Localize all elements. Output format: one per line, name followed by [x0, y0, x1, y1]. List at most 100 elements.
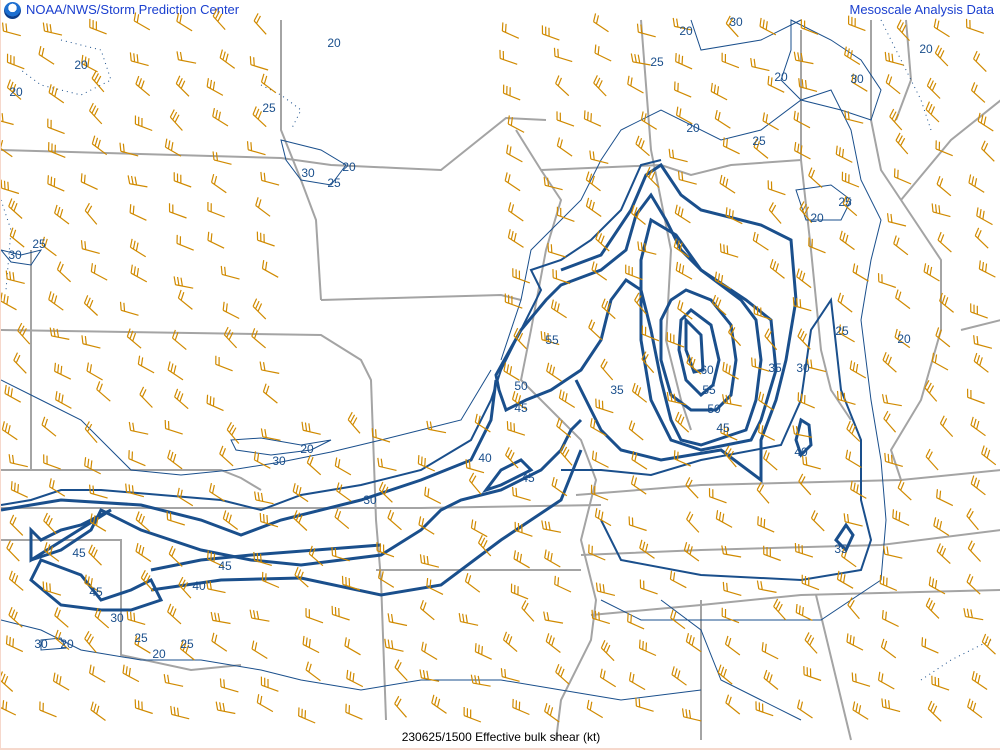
wind-barb-icon	[1, 137, 13, 158]
wind-barb-icon	[798, 78, 818, 92]
wind-barb-icon	[512, 698, 530, 716]
contour-label: 55	[545, 333, 559, 347]
wind-barb-icon	[38, 46, 55, 65]
wind-barb-icon	[41, 416, 57, 437]
wind-barb-icon	[206, 550, 225, 568]
wind-barb-icon	[924, 380, 938, 402]
wind-barb-icon	[543, 611, 564, 624]
wind-barb-icon	[10, 481, 28, 498]
wind-barb-icon	[84, 457, 101, 475]
wind-barb-icon	[125, 483, 145, 498]
wind-barb-icon	[1, 421, 18, 441]
wind-barb-icon	[933, 517, 950, 537]
wind-barb-icon	[13, 352, 27, 374]
wind-barb-icon	[426, 577, 444, 595]
wind-barb-icon	[725, 207, 743, 225]
wind-barb-icon	[211, 632, 228, 652]
wind-barb-icon	[762, 112, 779, 131]
wind-barb-icon	[897, 479, 912, 501]
wind-barb-icon	[628, 516, 647, 532]
wind-barb-icon	[810, 510, 825, 532]
wind-barb-icon	[334, 457, 352, 476]
wind-barb-icon	[521, 600, 535, 622]
wind-barb-icon	[88, 544, 102, 566]
wind-barb-icon	[674, 81, 692, 98]
wind-barb-icon	[799, 201, 813, 223]
wind-barb-icon	[164, 138, 182, 157]
wind-barb-icon	[556, 111, 575, 127]
wind-barb-icon	[800, 19, 819, 35]
contour-label: 20	[810, 211, 824, 225]
wind-barb-icon	[600, 639, 615, 662]
wind-barb-icon	[378, 481, 393, 503]
wind-barb-icon	[512, 268, 531, 284]
wind-barb-icon	[47, 175, 65, 192]
contour-label: 55	[702, 383, 716, 397]
wind-barb-icon	[8, 454, 28, 468]
wind-barb-icon	[639, 579, 658, 595]
wind-barb-icon	[720, 424, 738, 441]
wind-barb-icon	[261, 571, 280, 589]
wind-barb-icon	[719, 174, 736, 194]
wind-barb-icon	[923, 263, 940, 282]
wind-barb-icon	[331, 605, 350, 621]
wind-barb-icon	[552, 269, 571, 285]
wind-barb-icon	[927, 700, 942, 722]
wind-barb-icon	[377, 457, 397, 471]
wind-barb-icon	[556, 137, 573, 157]
wind-barb-icon	[426, 420, 447, 434]
wind-barb-icon	[591, 609, 610, 625]
wind-barb-icon	[550, 299, 567, 319]
wind-barb-icon	[773, 598, 787, 621]
wind-barb-icon	[260, 676, 279, 692]
wind-barb-icon	[1, 292, 17, 311]
wind-barb-icon	[500, 668, 520, 682]
wind-barb-icon	[685, 477, 699, 499]
wind-barb-icon	[675, 261, 693, 280]
wind-barb-icon	[841, 547, 857, 568]
wind-barb-icon	[511, 391, 528, 411]
contour-label: 50	[514, 379, 528, 393]
wind-barb-icon	[673, 238, 690, 258]
contour-label: 30	[850, 72, 864, 86]
contour-label: 30	[272, 454, 286, 468]
wind-barb-icon	[220, 265, 240, 280]
contour-label: 50	[707, 402, 721, 416]
wind-barb-icon	[470, 519, 488, 538]
wind-barb-icon	[219, 49, 236, 69]
wind-barb-icon	[844, 110, 864, 124]
wind-barb-icon	[672, 17, 693, 31]
contour-label: 20	[774, 70, 788, 84]
wind-barb-icon	[543, 176, 563, 191]
wind-barb-icon	[634, 292, 647, 315]
wind-barb-icon	[756, 481, 770, 504]
wind-barb-icon	[43, 454, 61, 470]
wind-barb-icon	[91, 70, 105, 93]
wind-barb-icon	[507, 115, 525, 133]
wind-barb-icon	[139, 386, 153, 408]
wind-barb-icon	[767, 180, 786, 196]
wind-barb-icon	[47, 118, 65, 135]
wind-barb-icon	[305, 608, 324, 624]
wind-barb-icon	[631, 451, 648, 470]
wind-barb-icon	[768, 202, 782, 224]
wind-barb-icon	[331, 546, 350, 562]
wind-barb-icon	[81, 335, 101, 349]
wind-barb-icon	[256, 694, 274, 713]
wind-barb-icon	[801, 455, 821, 470]
wind-barb-icon	[971, 670, 988, 690]
wind-barb-icon	[970, 416, 986, 437]
mesoscale-analysis-link[interactable]: Mesoscale Analysis Data	[849, 2, 994, 17]
wind-barb-icon	[685, 633, 702, 653]
wind-barb-icon	[877, 273, 896, 289]
wind-barb-icon	[1, 179, 20, 195]
state-borders	[1, 19, 1000, 741]
wind-barb-icon	[666, 332, 685, 348]
wind-barb-icon	[126, 610, 146, 625]
contour-label: 20	[919, 42, 933, 56]
wind-barb-icon	[978, 260, 996, 278]
wind-barb-icon	[253, 13, 267, 35]
wind-barb-icon	[599, 668, 617, 688]
